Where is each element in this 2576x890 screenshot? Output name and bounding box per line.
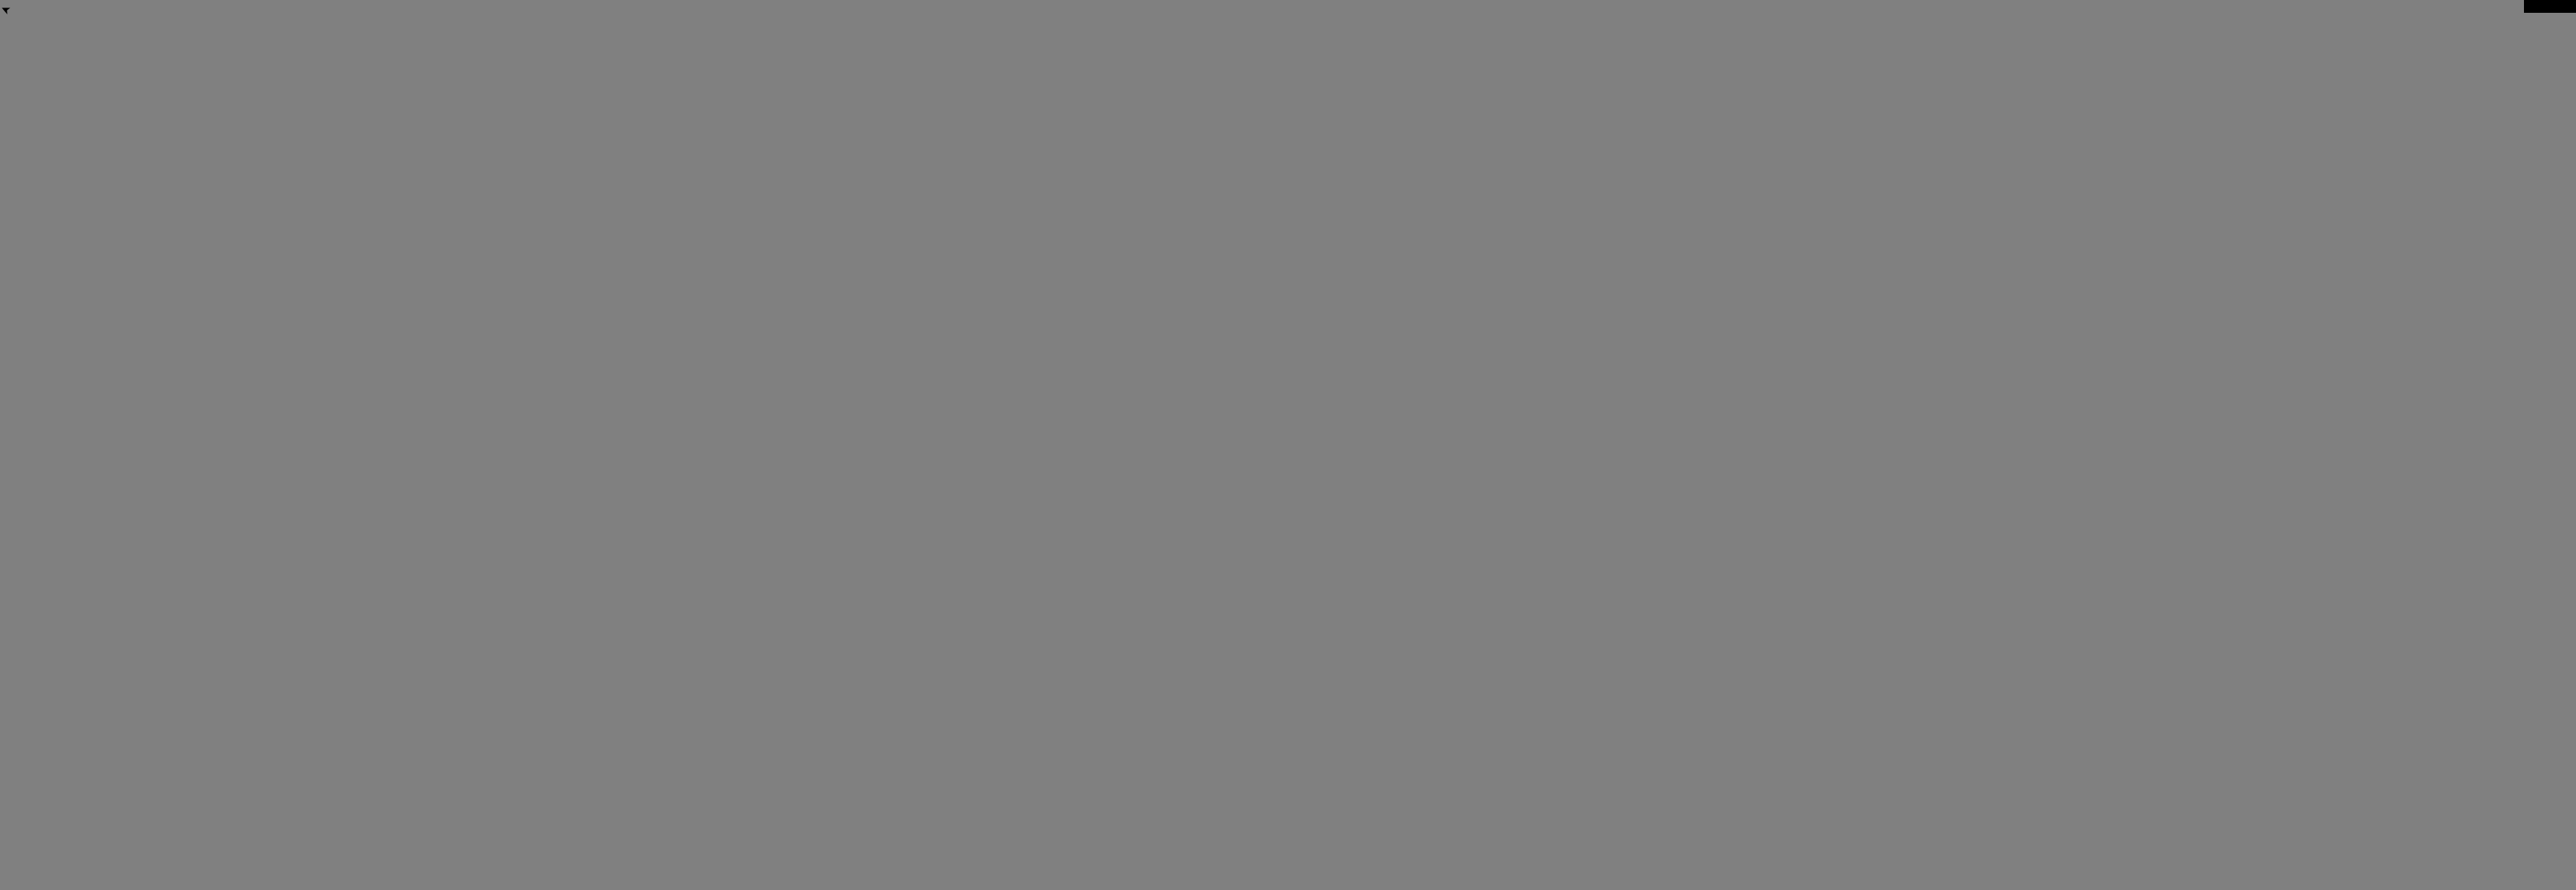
current-price-box [2524,0,2576,13]
